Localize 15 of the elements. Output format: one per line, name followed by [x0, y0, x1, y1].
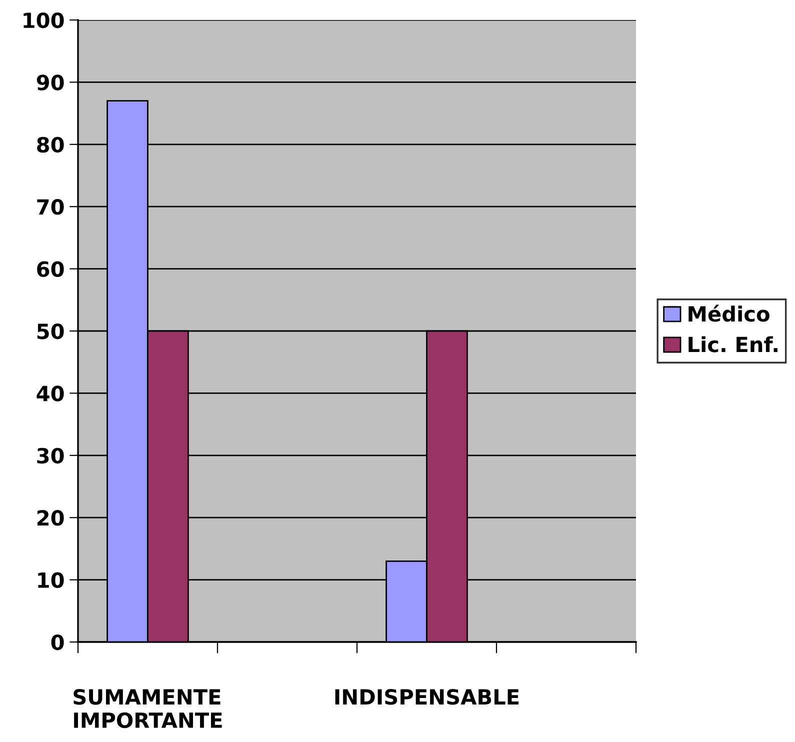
y-tick-label: 0 — [51, 634, 64, 650]
y-tick-label: 60 — [37, 261, 64, 278]
y-tick-label: 80 — [37, 136, 64, 153]
x-tick-label: INDISPENSABLE — [335, 689, 519, 705]
y-tick-label: 50 — [37, 323, 64, 340]
legend-label: Médico — [688, 304, 770, 322]
y-tick-label: 10 — [38, 572, 64, 588]
y-tick-label: 40 — [36, 386, 64, 402]
legend-label: Lic. Enf. — [688, 336, 778, 352]
y-tick-label: 20 — [37, 510, 64, 526]
y-tick-label: 30 — [37, 448, 64, 464]
x-tick-label: SUMAMENTE IMPORTANTE — [74, 689, 222, 728]
y-tick-label: 70 — [37, 199, 64, 215]
y-tick-label: 90 — [36, 74, 64, 90]
y-tick-label: 100 — [24, 12, 64, 28]
